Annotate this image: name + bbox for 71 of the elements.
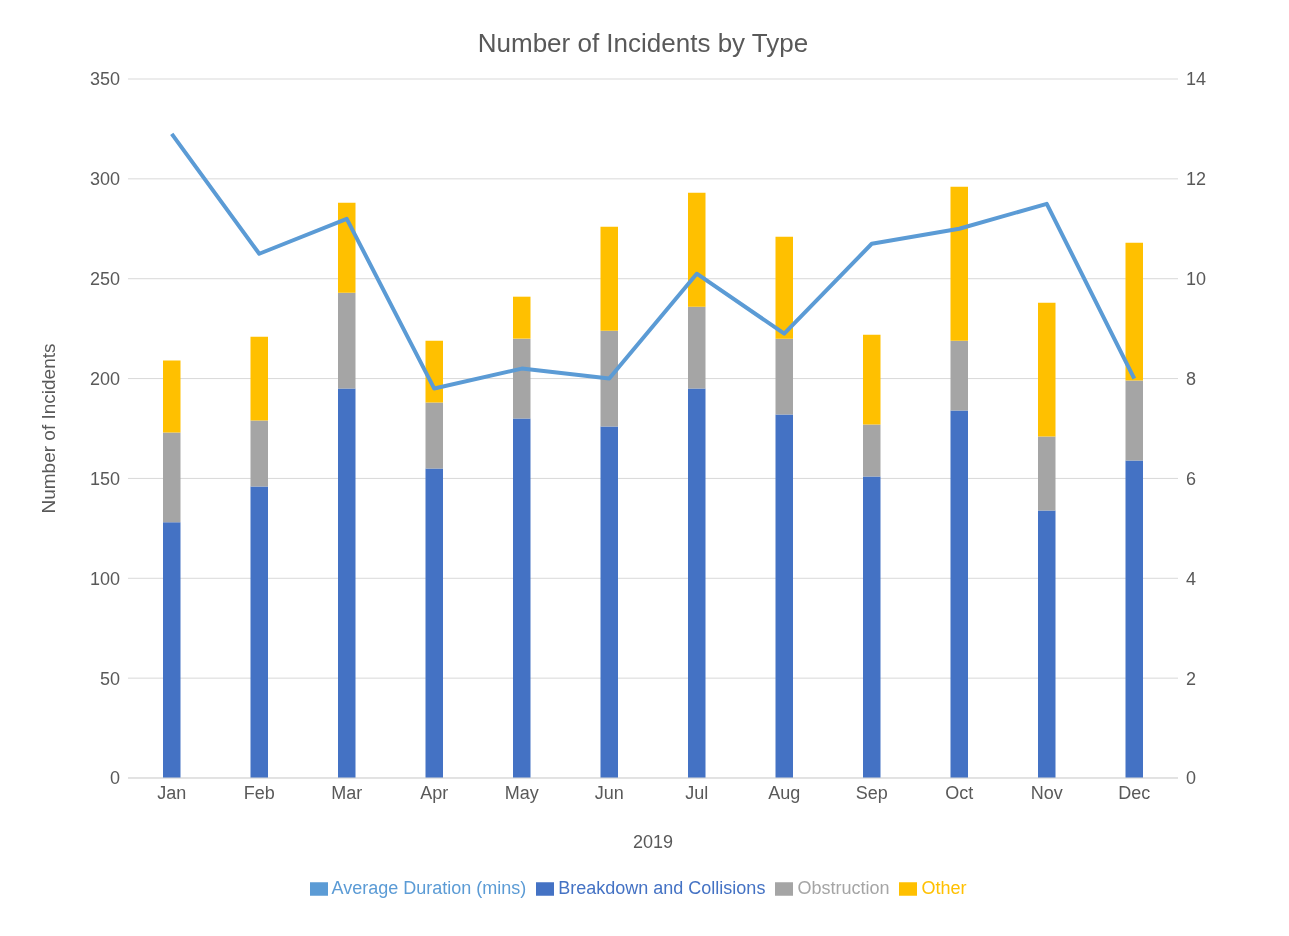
x-tick-label: Feb <box>243 782 275 803</box>
bar <box>513 338 531 419</box>
bar <box>1038 302 1056 437</box>
y2-tick-label: 8 <box>1186 368 1197 389</box>
bar <box>600 226 618 331</box>
chart-title: Number of Incidents by Type <box>476 27 810 59</box>
y-tick-label: 100 <box>89 568 120 589</box>
y2-tick-label: 10 <box>1186 269 1207 290</box>
x-tick-label: Jul <box>685 782 709 803</box>
x-tick-label: Mar <box>331 782 363 803</box>
y2-tick-label: 14 <box>1186 69 1207 90</box>
bar <box>1125 242 1143 381</box>
y-tick-label: 150 <box>89 468 120 489</box>
x-tick-label: Dec <box>1118 782 1151 803</box>
y-tick-label: 0 <box>109 768 120 789</box>
bar <box>338 292 356 389</box>
bar <box>775 338 793 415</box>
x-tick-label: Sep <box>855 782 888 803</box>
bar <box>688 192 706 307</box>
bar <box>163 432 181 523</box>
bar <box>688 388 706 778</box>
bar <box>513 418 531 778</box>
legend-label: Average Duration (mins) <box>331 878 527 898</box>
bar <box>163 522 181 778</box>
bar <box>950 186 968 341</box>
bar <box>250 420 268 487</box>
bar <box>513 296 531 339</box>
y2-tick-label: 12 <box>1186 169 1207 190</box>
bar <box>950 340 968 411</box>
x-tick-label: Jun <box>594 782 624 803</box>
bar <box>950 410 968 778</box>
bar <box>1125 380 1143 461</box>
bar <box>163 360 181 433</box>
bar <box>863 334 881 425</box>
bar <box>338 388 356 778</box>
bar <box>425 402 443 469</box>
y2-tick-label: 2 <box>1186 668 1197 689</box>
legend-label: Other <box>921 878 967 898</box>
bar <box>863 476 881 778</box>
x-tick-label: Oct <box>945 782 974 803</box>
y-tick-label: 350 <box>89 69 120 90</box>
y-axis-title: Number of Incidents <box>37 343 59 514</box>
y2-tick-label: 4 <box>1186 568 1197 589</box>
x-axis-title: 2019 <box>632 832 674 852</box>
bar <box>1038 436 1056 511</box>
bar <box>775 414 793 778</box>
bar <box>775 236 793 339</box>
y-tick-label: 300 <box>89 169 120 190</box>
line-series <box>169 131 1137 391</box>
x-tick-label: Apr <box>420 782 449 803</box>
x-tick-label: May <box>504 782 539 803</box>
x-tick-label: Nov <box>1030 782 1063 803</box>
legend-label: Obstruction <box>797 878 890 898</box>
bar <box>600 330 618 427</box>
bar <box>250 486 268 778</box>
bar <box>338 202 356 293</box>
bar <box>425 468 443 778</box>
y-tick-label: 50 <box>99 668 120 689</box>
bar <box>250 336 268 421</box>
y-tick-label: 250 <box>89 269 120 290</box>
x-tick-label: Jan <box>157 782 187 803</box>
legend-label: Breakdown and Collisions <box>558 878 766 898</box>
bar <box>1125 460 1143 778</box>
y2-tick-label: 0 <box>1186 768 1197 789</box>
bar <box>688 306 706 389</box>
y-tick-label: 200 <box>89 368 120 389</box>
x-tick-label: Aug <box>768 782 801 803</box>
bar <box>863 424 881 477</box>
y2-tick-label: 6 <box>1186 468 1197 489</box>
bar <box>1038 510 1056 778</box>
bar <box>600 426 618 778</box>
